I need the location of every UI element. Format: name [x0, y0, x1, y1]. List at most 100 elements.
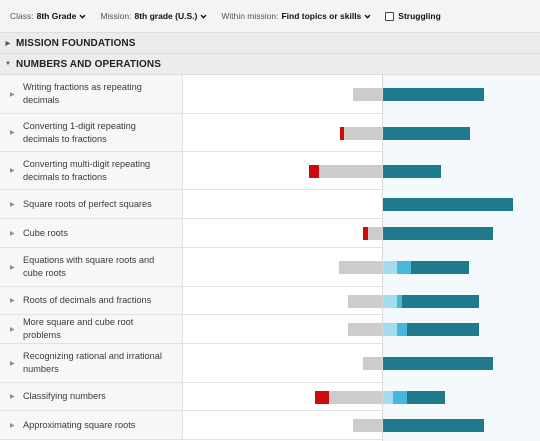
class-filter-value: 8th Grade [36, 11, 77, 21]
bar-not-started [353, 419, 382, 432]
bar-struggling [315, 390, 329, 404]
bar-mastered [383, 419, 484, 432]
caret-right-icon: ▶ [10, 298, 15, 304]
caret-right-icon: ▶ [10, 394, 15, 400]
caret-right-icon: ▶ [5, 40, 11, 47]
skill-row[interactable]: ▶ Converting 1-digit repeating decimals … [0, 114, 540, 152]
skill-row[interactable]: ▶ Roots of decimals and fractions [0, 287, 540, 315]
bar-mastered [383, 164, 441, 178]
bar-mastered [407, 390, 445, 404]
skill-label: Square roots of perfect squares [23, 198, 152, 209]
class-filter-label: Class: [10, 11, 34, 21]
skill-label-cell: ▶ Converting 1-digit repeating decimals … [0, 114, 183, 151]
skill-row[interactable]: ▶ Approximating square roots [0, 411, 540, 440]
skill-row[interactable]: ▶ Writing fractions as repeating decimal… [0, 75, 540, 114]
within-mission-filter[interactable]: Within mission: Find topics or skills [221, 11, 371, 21]
caret-right-icon: ▶ [10, 422, 15, 429]
chevron-down-icon [364, 14, 371, 19]
skill-label: More square and cube root problems [23, 317, 134, 340]
skill-label-cell: ▶ Writing fractions as repeating decimal… [0, 75, 183, 113]
class-filter[interactable]: Class: 8th Grade [10, 11, 86, 21]
section-mission-foundations[interactable]: ▶ MISSION FOUNDATIONS [0, 33, 540, 54]
skill-label-cell: ▶ Approximating square roots [0, 411, 183, 439]
chevron-down-icon [200, 14, 207, 19]
bar-struggling [363, 227, 368, 240]
skill-row[interactable]: ▶ Square roots of perfect squares [0, 190, 540, 219]
caret-right-icon: ▶ [10, 264, 15, 271]
caret-right-icon: ▶ [10, 91, 15, 98]
struggling-toggle[interactable]: Struggling [385, 11, 441, 21]
skill-label: Roots of decimals and fractions [23, 295, 152, 305]
skill-label: Converting 1-digit repeating decimals to… [23, 120, 136, 144]
bar-mastered [383, 198, 513, 211]
zero-axis-line [382, 75, 383, 441]
bar-not-started [319, 164, 382, 178]
skill-label: Approximating square roots [23, 419, 136, 430]
skill-row[interactable]: ▶ Recognizing rational and irrational nu… [0, 344, 540, 383]
skill-label-cell: ▶ Cube roots [0, 219, 183, 247]
skill-label: Converting multi-digit repeating decimal… [23, 158, 151, 182]
progress-chart [183, 75, 540, 441]
caret-right-icon: ▶ [10, 230, 15, 237]
bar-not-started [348, 294, 382, 308]
skill-label-cell: ▶ Roots of decimals and fractions [0, 287, 183, 314]
caret-right-icon: ▶ [10, 130, 15, 136]
skill-row[interactable]: ▶ More square and cube root problems [0, 315, 540, 344]
bar-not-started [368, 227, 382, 240]
skill-label: Cube roots [23, 227, 68, 238]
bar-not-started [363, 357, 382, 370]
mission-filter[interactable]: Mission: 8th grade (U.S.) [100, 11, 207, 21]
within-mission-label: Within mission: [221, 11, 279, 21]
bar-struggling [309, 164, 319, 178]
bar-practiced [383, 261, 397, 274]
bar-practiced [383, 294, 397, 308]
bar-level-two [397, 323, 407, 336]
caret-down-icon: ▼ [4, 61, 12, 67]
bar-level-two [397, 261, 411, 274]
caret-right-icon: ▶ [10, 360, 15, 367]
skill-label-cell: ▶ Classifying numbers [0, 383, 183, 410]
caret-right-icon: ▶ [10, 326, 15, 333]
skill-label-cell: ▶ Square roots of perfect squares [0, 190, 183, 218]
filter-bar: Class: 8th Grade Mission: 8th grade (U.S… [0, 0, 540, 33]
caret-right-icon: ▶ [10, 201, 15, 208]
skill-row[interactable]: ▶ Cube roots [0, 219, 540, 248]
bar-mastered [383, 126, 470, 140]
skill-row[interactable]: ▶ Equations with square roots and cube r… [0, 248, 540, 287]
skill-label: Recognizing rational and irrational numb… [23, 351, 162, 374]
bar-level-two [397, 294, 402, 308]
skill-label: Equations with square roots and cube roo… [23, 255, 155, 278]
skill-rows: ▶ Writing fractions as repeating decimal… [0, 75, 540, 440]
bar-struggling [340, 126, 344, 140]
bar-not-started [348, 323, 382, 336]
skill-row[interactable]: ▶ Converting multi-digit repeating decim… [0, 152, 540, 190]
skill-row[interactable]: ▶ Classifying numbers [0, 383, 540, 411]
skill-label: Writing fractions as repeating decimals [23, 82, 142, 105]
bar-not-started [344, 126, 382, 140]
struggling-checkbox[interactable] [385, 11, 395, 21]
mission-filter-value: 8th grade (U.S.) [134, 11, 198, 21]
bar-mastered [383, 88, 484, 101]
section-numbers-and-operations[interactable]: ▼ NUMBERS AND OPERATIONS [0, 54, 540, 75]
within-mission-value: Find topics or skills [281, 11, 362, 21]
chevron-down-icon [79, 14, 86, 19]
bar-not-started [353, 88, 382, 101]
bar-mastered [402, 294, 479, 308]
skill-label-cell: ▶ Recognizing rational and irrational nu… [0, 344, 183, 382]
skill-label-cell: ▶ Converting multi-digit repeating decim… [0, 152, 183, 189]
bar-level-two [393, 390, 407, 404]
caret-right-icon: ▶ [10, 168, 15, 174]
struggling-label: Struggling [398, 11, 441, 21]
skill-label: Classifying numbers [23, 391, 106, 401]
skill-label-cell: ▶ Equations with square roots and cube r… [0, 248, 183, 286]
bar-practiced [383, 323, 397, 336]
section-title: MISSION FOUNDATIONS [16, 37, 136, 49]
progress-bars [183, 75, 540, 441]
section-title: NUMBERS AND OPERATIONS [16, 58, 161, 70]
bar-mastered [383, 227, 493, 240]
bar-mastered [407, 323, 479, 336]
bar-not-started [329, 390, 382, 404]
bar-mastered [383, 357, 493, 370]
bar-not-started [339, 261, 382, 274]
bar-practiced [383, 390, 393, 404]
